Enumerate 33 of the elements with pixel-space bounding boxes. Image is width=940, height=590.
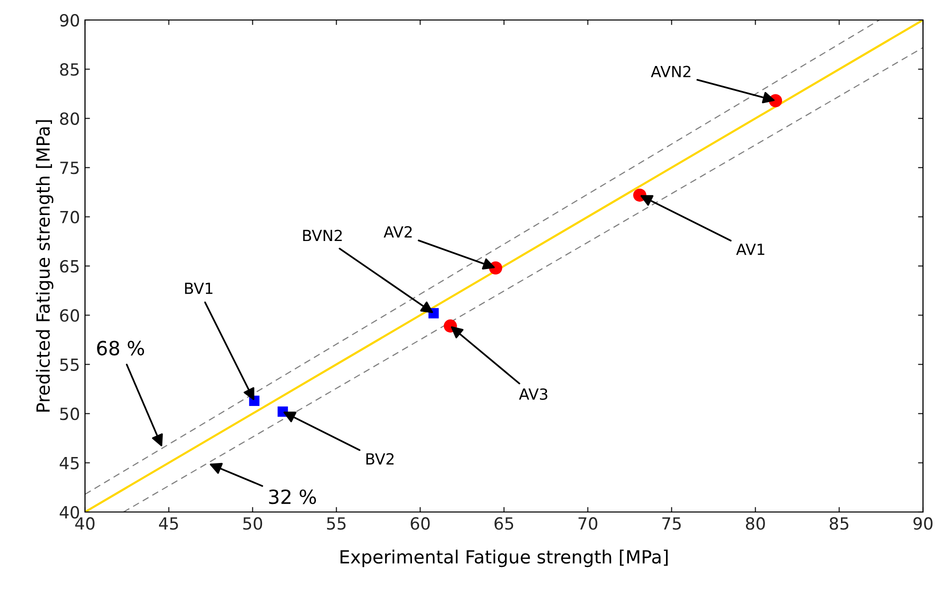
annotation: AV2: [384, 226, 412, 238]
y-tick-label: 45: [60, 456, 79, 470]
y-tick-label: 40: [60, 506, 80, 519]
y-tick-label: 55: [60, 358, 79, 371]
x-axis-title: Experimental Fatigue strength [MPa]: [340, 550, 668, 568]
x-tick-label: 80: [746, 517, 765, 530]
x-tick-label: 75: [662, 517, 681, 530]
annotation: AVN2: [650, 66, 690, 78]
annotation: BV1: [185, 282, 212, 294]
y-tick-label: 75: [60, 162, 79, 174]
x-tick-label: 40: [75, 517, 94, 530]
x-tick-label: 50: [243, 517, 262, 530]
y-axis-title: Predicted Fatigue strength [MPa]: [36, 120, 54, 412]
x-tick-label: 90: [913, 517, 932, 530]
x-tick-label: 55: [327, 517, 346, 530]
x-tick-label: 60: [410, 517, 430, 530]
y-tick-label: 65: [60, 260, 79, 273]
y-tick-label: 50: [60, 408, 80, 420]
x-tick-label: 70: [578, 517, 598, 530]
annotation: 32 %: [269, 489, 316, 504]
y-tick-label: 60: [60, 309, 80, 322]
y-tick-label: 70: [60, 210, 80, 224]
annotation: AV3: [518, 388, 548, 400]
annotation: 68 %: [97, 340, 144, 356]
x-tick-label: 65: [494, 517, 514, 530]
annotation: AV1: [736, 244, 764, 255]
x-tick-label: 85: [830, 517, 848, 530]
x-tick-label: 45: [159, 517, 178, 530]
annotation: BV2: [366, 453, 394, 464]
y-tick-label: 90: [60, 14, 80, 27]
annotation: BVN2: [303, 230, 342, 242]
y-tick-label: 80: [60, 112, 80, 125]
y-tick-label: 85: [60, 63, 79, 76]
